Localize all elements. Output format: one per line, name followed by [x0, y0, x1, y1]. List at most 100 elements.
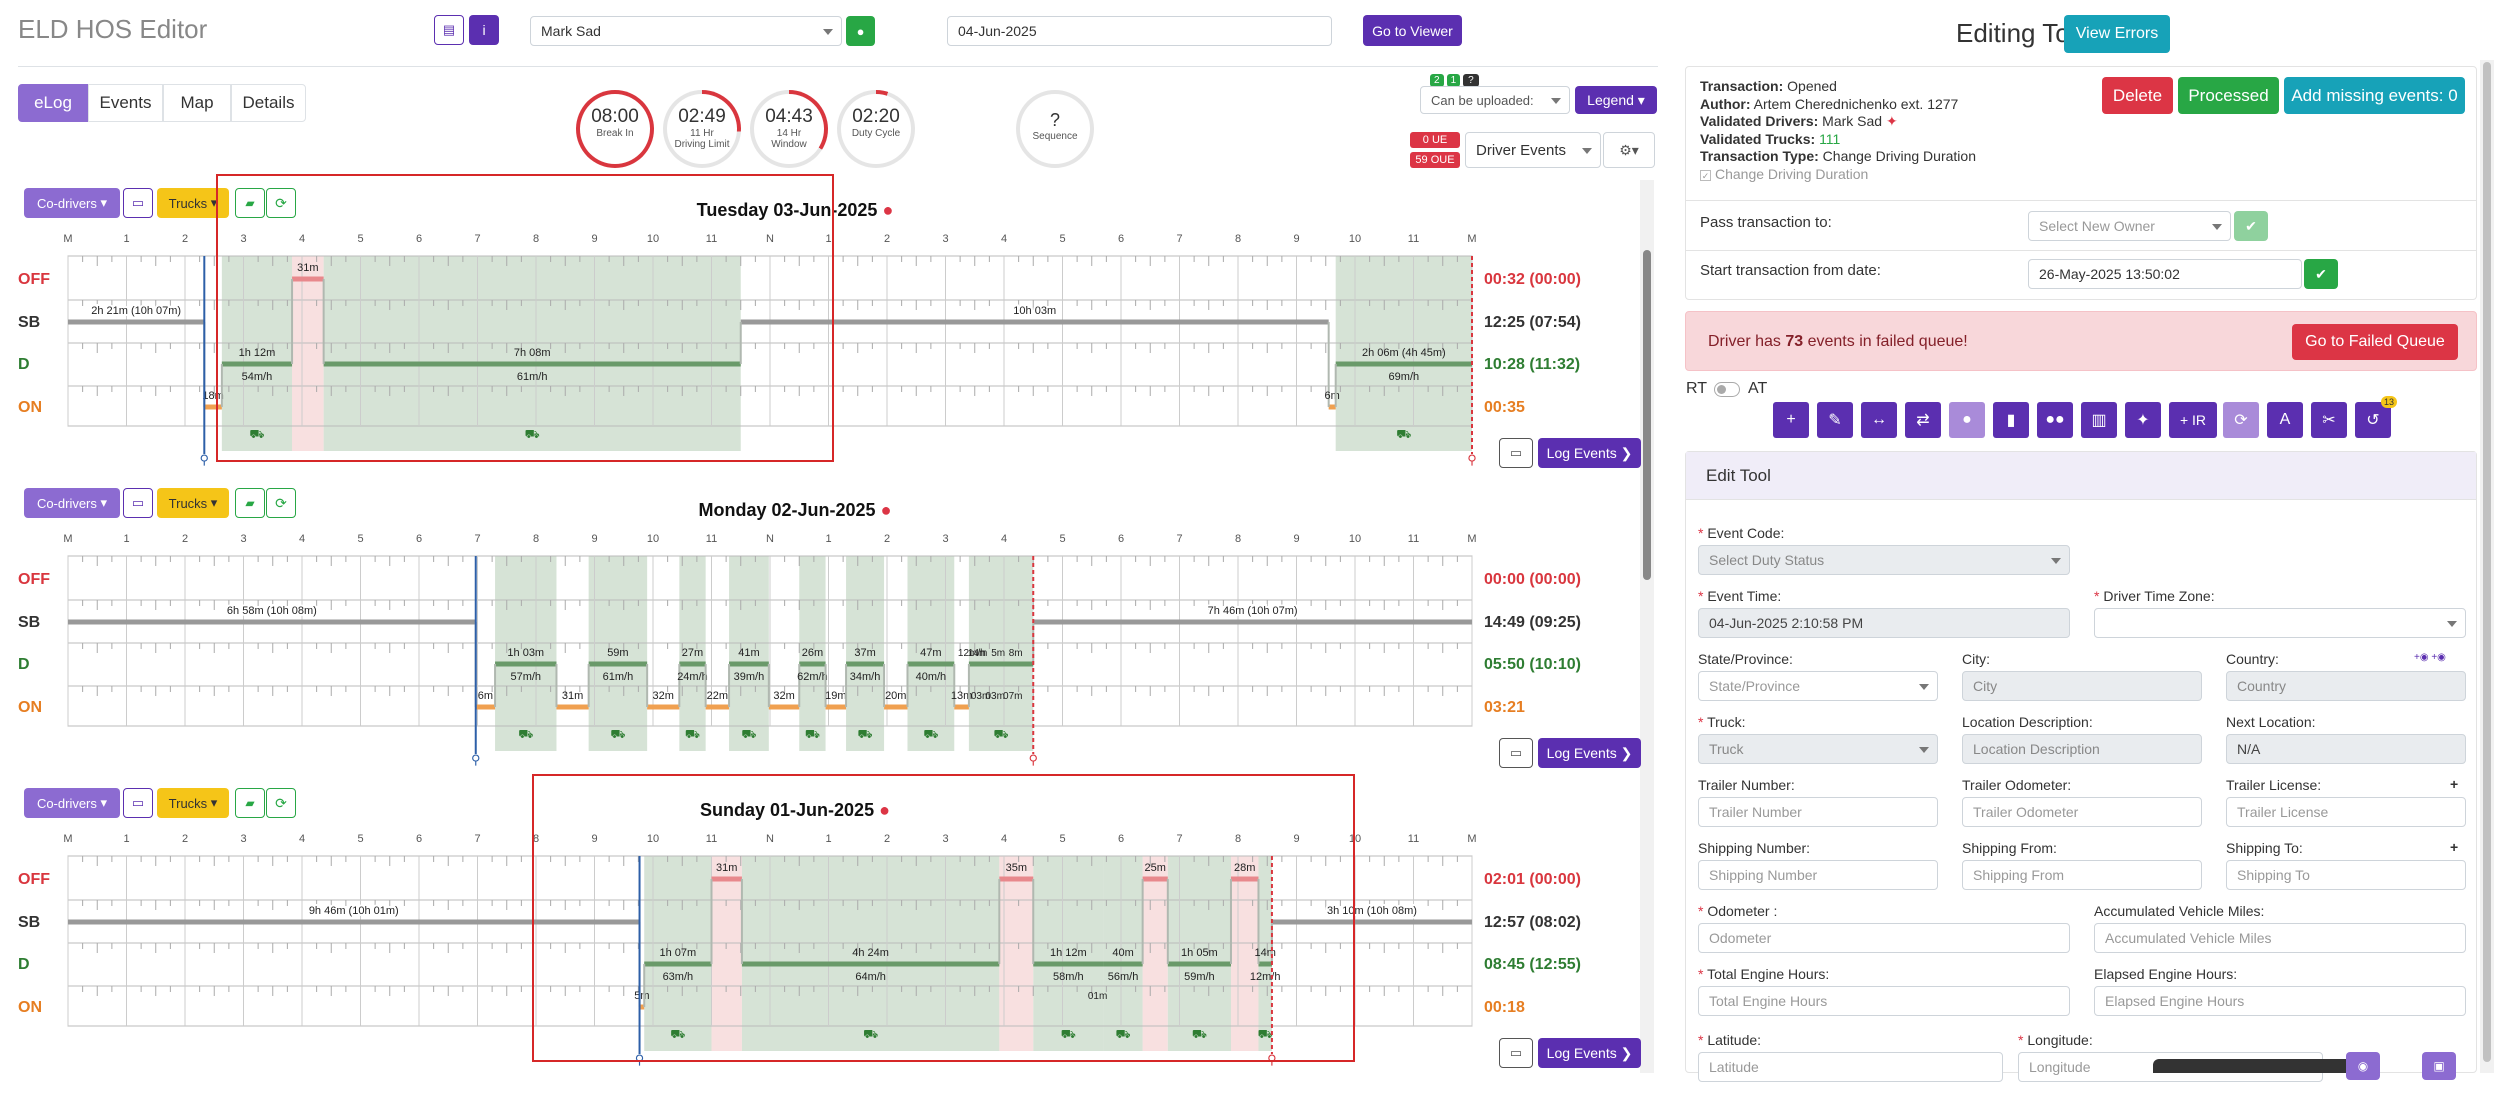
- log-events-button[interactable]: Log Events ❯: [1538, 438, 1641, 468]
- text-height-icon: A: [2279, 411, 2291, 428]
- info-button[interactable]: i: [469, 15, 499, 45]
- document-button[interactable]: ▤: [434, 15, 464, 45]
- driver-select[interactable]: Mark Sad: [530, 16, 842, 46]
- codrivers-button[interactable]: Co-drivers ▾: [24, 788, 120, 818]
- latitude-input[interactable]: Latitude: [1698, 1052, 2003, 1082]
- driver-events-select[interactable]: Driver Events: [1465, 132, 1601, 168]
- go-to-viewer-button[interactable]: Go to Viewer: [1363, 15, 1462, 46]
- next-location-input[interactable]: N/A: [2226, 734, 2466, 764]
- panel-scrollbar[interactable]: [2480, 60, 2494, 1073]
- hour-tick-label: 4: [299, 833, 305, 845]
- toolbar-refresh-icon[interactable]: ⟳: [2223, 402, 2259, 438]
- refresh-button[interactable]: ⟳: [266, 788, 296, 818]
- location-description-input[interactable]: Location Description: [1962, 734, 2202, 764]
- accumulated-miles-input[interactable]: Accumulated Vehicle Miles: [2094, 923, 2466, 953]
- event-code-select[interactable]: Select Duty Status: [1698, 545, 2070, 575]
- shipping-from-input[interactable]: Shipping From: [1962, 860, 2202, 890]
- pass-confirm-button[interactable]: ✔: [2234, 211, 2268, 241]
- driver-timezone-select[interactable]: [2094, 608, 2466, 638]
- hour-tick-label: 6: [1118, 233, 1124, 245]
- scrollbar-thumb[interactable]: [1643, 250, 1651, 580]
- elapsed-hours-input[interactable]: Elapsed Engine Hours: [2094, 986, 2466, 1016]
- tractor-icon-button[interactable]: ▰: [235, 188, 265, 218]
- upload-filter-select[interactable]: Can be uploaded:: [1420, 86, 1570, 114]
- toolbar-history-icon[interactable]: ↺ 13: [2355, 396, 2397, 438]
- trucks-button[interactable]: Trucks ▾: [157, 488, 229, 518]
- toolbar-plus-ir[interactable]: + IR: [2169, 402, 2217, 438]
- toolbar-text-height-icon[interactable]: A: [2267, 402, 2303, 438]
- date-input[interactable]: 04-Jun-2025: [947, 16, 1332, 46]
- toolbar-columns-icon[interactable]: ▥: [2081, 402, 2117, 438]
- checkbox-icon[interactable]: ✓: [1700, 169, 1711, 181]
- toolbar-exchange-icon[interactable]: ⇄: [1905, 402, 1941, 438]
- start-date-input[interactable]: 26-May-2025 13:50:02: [2028, 259, 2302, 289]
- toolbar-magic-icon[interactable]: ✦: [2125, 402, 2161, 438]
- hour-tick-label: 8: [533, 533, 539, 545]
- log-events-button[interactable]: Log Events ❯: [1538, 1038, 1641, 1068]
- tractor-icon-button[interactable]: ▰: [235, 788, 265, 818]
- hour-tick-label: 2: [884, 833, 890, 845]
- odometer-input[interactable]: Odometer: [1698, 923, 2070, 953]
- segment-duration-label: 7h 08m: [514, 347, 551, 359]
- trailer-odometer-input[interactable]: Trailer Odometer: [1962, 797, 2202, 827]
- truck-icon-button[interactable]: ▭: [123, 188, 153, 218]
- shipping-to-input[interactable]: Shipping To: [2226, 860, 2466, 890]
- view-errors-button[interactable]: View Errors: [2064, 15, 2170, 53]
- toolbar-arrows-h-icon[interactable]: ↔: [1861, 402, 1897, 438]
- hour-tick-label: 5: [357, 833, 363, 845]
- toolbar-user-icon[interactable]: ●: [1949, 402, 1985, 438]
- delete-button[interactable]: Delete: [2102, 77, 2173, 114]
- go-to-failed-queue-button[interactable]: Go to Failed Queue: [2292, 324, 2458, 360]
- engine-hours-input[interactable]: Total Engine Hours: [1698, 986, 2070, 1016]
- map-pin-button[interactable]: ◉: [2346, 1052, 2380, 1080]
- trailer-license-input[interactable]: Trailer License: [2226, 797, 2466, 827]
- codrivers-button[interactable]: Co-drivers ▾: [24, 488, 120, 518]
- toolbar-pencil-icon[interactable]: ✎: [1817, 402, 1853, 438]
- tractor-icon-button[interactable]: ▰: [235, 488, 265, 518]
- toolbar-plus-icon[interactable]: +: [1773, 402, 1809, 438]
- refresh-button[interactable]: ⟳: [266, 488, 296, 518]
- settings-dropdown[interactable]: ⚙▾: [1603, 132, 1655, 168]
- truck-icon-button[interactable]: ▭: [123, 488, 153, 518]
- tab-details[interactable]: Details: [231, 84, 306, 122]
- sequence-gauge[interactable]: ? Sequence: [1016, 90, 1094, 168]
- start-date-confirm-button[interactable]: ✔: [2304, 259, 2338, 289]
- hour-tick-label: 3: [942, 233, 948, 245]
- city-input[interactable]: City: [1962, 671, 2202, 701]
- tab-events[interactable]: Events: [88, 84, 163, 122]
- comment-button[interactable]: ▭: [1499, 1038, 1533, 1068]
- driving-shade: [1258, 856, 1272, 1051]
- trucks-button[interactable]: Trucks ▾: [157, 788, 229, 818]
- shipping-number-input[interactable]: Shipping Number: [1698, 860, 1938, 890]
- tab-map[interactable]: Map: [163, 84, 231, 122]
- log-events-button[interactable]: Log Events ❯: [1538, 738, 1641, 768]
- toolbar-users-icon[interactable]: ●●: [2037, 402, 2073, 438]
- rt-at-toggle[interactable]: [1714, 382, 1740, 397]
- add-missing-events-button[interactable]: Add missing events: 0: [2284, 77, 2465, 114]
- toolbar-trash-icon[interactable]: ▮: [1993, 402, 2029, 438]
- driver-profile-button[interactable]: ●: [846, 16, 875, 46]
- processed-button[interactable]: Processed: [2178, 77, 2279, 114]
- legend-button[interactable]: Legend ▾: [1575, 86, 1657, 114]
- codrivers-button[interactable]: Co-drivers ▾: [24, 188, 120, 218]
- location-pin-icons[interactable]: +◉ +◉: [2414, 652, 2446, 663]
- new-owner-select[interactable]: Select New Owner: [2028, 211, 2231, 241]
- truck-label: Truck:: [1698, 714, 1745, 730]
- truck-icon-button[interactable]: ▭: [123, 788, 153, 818]
- trailer-number-input[interactable]: Trailer Number: [1698, 797, 1938, 827]
- country-input[interactable]: Country: [2226, 671, 2466, 701]
- add-shipping-icon[interactable]: +: [2450, 839, 2459, 855]
- add-trailer-icon[interactable]: +: [2450, 776, 2459, 792]
- tab-elog[interactable]: eLog: [18, 84, 88, 122]
- refresh-button[interactable]: ⟳: [266, 188, 296, 218]
- toolbar-scissors-icon[interactable]: ✂: [2311, 402, 2347, 438]
- comment-button[interactable]: ▭: [1499, 738, 1533, 768]
- pin-icon: ✦: [1885, 113, 1898, 129]
- save-location-button[interactable]: ▣: [2422, 1052, 2456, 1080]
- truck-select[interactable]: Truck: [1698, 734, 1938, 764]
- log-scroll-area[interactable]: [1640, 180, 1654, 1073]
- event-time-input[interactable]: 04-Jun-2025 2:10:58 PM: [1698, 608, 2070, 638]
- comment-button[interactable]: ▭: [1499, 438, 1533, 468]
- state-select[interactable]: State/Province: [1698, 671, 1938, 701]
- accumulated-miles-label: Accumulated Vehicle Miles:: [2094, 903, 2265, 919]
